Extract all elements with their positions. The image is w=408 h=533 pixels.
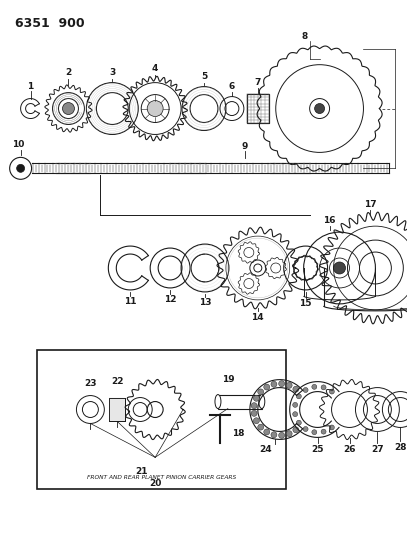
Circle shape bbox=[321, 429, 326, 434]
Circle shape bbox=[264, 429, 270, 435]
Text: 14: 14 bbox=[251, 313, 264, 322]
Circle shape bbox=[293, 386, 299, 392]
Bar bbox=[37, 350, 286, 489]
Text: 20: 20 bbox=[149, 479, 161, 488]
Circle shape bbox=[296, 420, 302, 425]
Text: 23: 23 bbox=[84, 379, 97, 388]
Text: 7: 7 bbox=[255, 78, 261, 87]
Text: 19: 19 bbox=[222, 375, 234, 384]
Text: 15: 15 bbox=[299, 300, 312, 309]
Bar bbox=[247, 94, 269, 124]
Circle shape bbox=[258, 389, 264, 395]
Text: 16: 16 bbox=[323, 216, 336, 224]
Text: 9: 9 bbox=[242, 142, 248, 151]
Circle shape bbox=[293, 402, 298, 407]
Circle shape bbox=[253, 395, 259, 401]
Text: 17: 17 bbox=[364, 200, 377, 209]
Bar bbox=[247, 94, 269, 124]
Text: 28: 28 bbox=[394, 443, 407, 452]
Circle shape bbox=[312, 430, 317, 435]
Text: 21: 21 bbox=[135, 467, 147, 476]
Circle shape bbox=[329, 425, 334, 430]
Circle shape bbox=[321, 385, 326, 390]
Text: 2: 2 bbox=[65, 68, 71, 77]
Circle shape bbox=[315, 103, 325, 114]
Ellipse shape bbox=[259, 394, 265, 408]
Circle shape bbox=[303, 387, 308, 392]
Text: 18: 18 bbox=[232, 429, 244, 438]
Circle shape bbox=[17, 164, 24, 172]
Circle shape bbox=[296, 394, 302, 399]
Bar bbox=[55, 163, 91, 173]
Text: FRONT AND REAR PLANET PINION CARRIER GEARS: FRONT AND REAR PLANET PINION CARRIER GEA… bbox=[86, 475, 236, 480]
Circle shape bbox=[293, 411, 298, 417]
Bar bbox=[170, 163, 205, 173]
Text: 24: 24 bbox=[259, 445, 272, 454]
Circle shape bbox=[251, 402, 257, 409]
Text: 12: 12 bbox=[164, 295, 176, 304]
Text: 3: 3 bbox=[109, 68, 115, 77]
Text: 5: 5 bbox=[201, 72, 207, 81]
Ellipse shape bbox=[215, 394, 221, 408]
Text: 10: 10 bbox=[13, 140, 25, 149]
Text: 6: 6 bbox=[229, 82, 235, 91]
Circle shape bbox=[293, 427, 299, 433]
Circle shape bbox=[258, 424, 264, 430]
Circle shape bbox=[312, 384, 317, 389]
Text: 11: 11 bbox=[124, 297, 137, 306]
Circle shape bbox=[264, 384, 270, 390]
Circle shape bbox=[279, 432, 285, 438]
Circle shape bbox=[251, 410, 257, 416]
Text: 6351  900: 6351 900 bbox=[15, 17, 84, 30]
Text: 22: 22 bbox=[111, 377, 124, 386]
Circle shape bbox=[279, 381, 285, 386]
Bar bbox=[270, 163, 310, 173]
Text: 13: 13 bbox=[199, 298, 211, 308]
Bar bbox=[218, 394, 262, 408]
Circle shape bbox=[334, 262, 346, 274]
Text: 25: 25 bbox=[311, 445, 324, 454]
Circle shape bbox=[62, 102, 74, 115]
Text: 26: 26 bbox=[343, 445, 356, 454]
Circle shape bbox=[286, 382, 292, 389]
Text: 27: 27 bbox=[371, 445, 384, 454]
Circle shape bbox=[147, 101, 163, 117]
Text: 1: 1 bbox=[27, 82, 34, 91]
Circle shape bbox=[303, 426, 308, 432]
Text: 8: 8 bbox=[302, 33, 308, 41]
Circle shape bbox=[271, 381, 277, 387]
Circle shape bbox=[253, 418, 259, 424]
Bar bbox=[109, 398, 125, 422]
Text: 4: 4 bbox=[152, 64, 158, 73]
Circle shape bbox=[271, 432, 277, 438]
Bar bbox=[109, 398, 125, 422]
Circle shape bbox=[286, 431, 292, 437]
Circle shape bbox=[329, 389, 334, 394]
